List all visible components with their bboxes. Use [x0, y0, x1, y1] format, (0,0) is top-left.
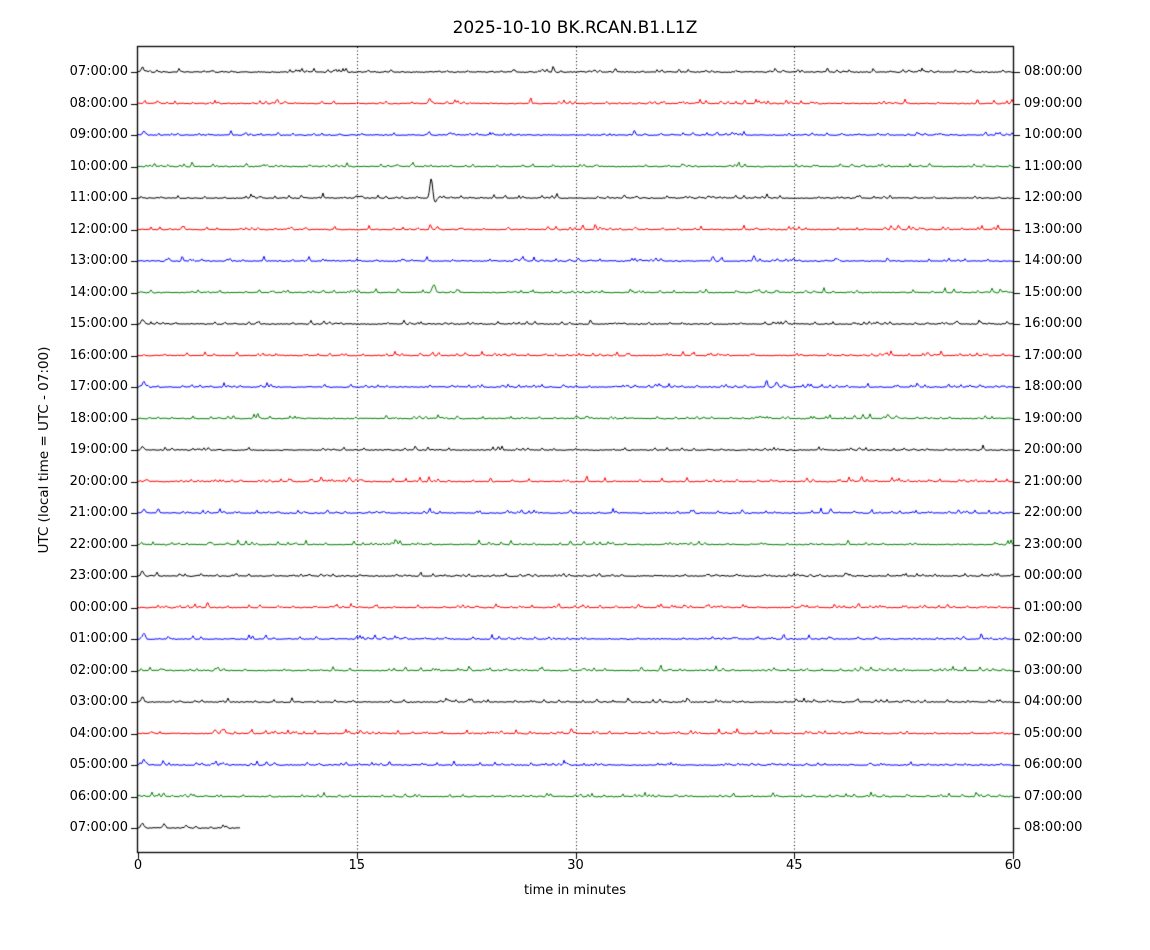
y-tick-label-utc-left: 16:00:00	[69, 347, 128, 363]
y-tick-label-right: 19:00:00	[1024, 410, 1083, 426]
y-tick-label-utc-left: 01:00:00	[69, 631, 128, 646]
y-tick-label-utc-left: 07:00:00	[69, 820, 128, 835]
y-tick-label-right: 14:00:00	[1024, 253, 1083, 268]
y-tick-label-utc-left: 23:00:00	[69, 568, 128, 583]
y-tick-label-right: 07:00:00	[1024, 788, 1083, 804]
y-tick-label-utc-left: 13:00:00	[69, 253, 128, 268]
y-tick-label-right: 00:00:00	[1024, 568, 1083, 583]
y-tick-label-utc-left: 11:00:00	[69, 190, 128, 205]
y-tick-label-utc-left: 20:00:00	[69, 473, 128, 489]
y-tick-label-right: 15:00:00	[1024, 284, 1083, 300]
y-tick-label-right: 13:00:00	[1024, 221, 1083, 237]
y-tick-label-right: 04:00:00	[1024, 694, 1083, 709]
y-tick-label-right: 11:00:00	[1024, 158, 1083, 174]
y-tick-label-utc-left: 12:00:00	[69, 221, 128, 237]
y-tick-label-utc-left: 17:00:00	[69, 379, 128, 394]
y-tick-label-right: 09:00:00	[1024, 95, 1083, 111]
y-tick-label-right: 12:00:00	[1024, 190, 1083, 205]
y-tick-label-utc-left: 06:00:00	[69, 788, 128, 804]
y-tick-label-right: 01:00:00	[1024, 599, 1083, 615]
y-tick-label-utc-left: 10:00:00	[69, 158, 128, 174]
y-tick-label-right: 08:00:00	[1024, 820, 1083, 835]
x-tick-label: 60	[1004, 858, 1022, 873]
y-tick-label-right: 21:00:00	[1024, 473, 1083, 489]
y-tick-label-utc-left: 22:00:00	[69, 536, 128, 552]
y-tick-label-utc-left: 00:00:00	[69, 599, 128, 615]
y-tick-label-right: 16:00:00	[1024, 316, 1083, 331]
x-tick-label: 0	[133, 858, 143, 873]
y-tick-label-right: 17:00:00	[1024, 347, 1083, 363]
x-tick-label: 15	[348, 858, 366, 873]
y-tick-label-utc-left: 07:00:00	[69, 64, 128, 79]
x-tick-label: 30	[567, 858, 584, 873]
y-tick-label-utc-left: 21:00:00	[69, 505, 128, 520]
y-tick-label-right: 10:00:00	[1024, 127, 1083, 142]
y-tick-label-right: 05:00:00	[1024, 725, 1083, 741]
y-tick-label-utc-left: 18:00:00	[69, 410, 128, 426]
x-tick-label: 45	[785, 858, 803, 873]
y-tick-label-utc-left: 14:00:00	[69, 284, 128, 300]
y-tick-label-utc-left: 15:00:00	[69, 316, 128, 331]
y-tick-label-right: 08:00:00	[1024, 64, 1083, 79]
y-tick-label-utc-left: 19:00:00	[69, 442, 128, 457]
y-tick-label-utc-left: 04:00:00	[69, 725, 128, 741]
y-axis-label: UTC (local time = UTC - 07:00)	[36, 346, 52, 554]
y-tick-label-utc-left: 02:00:00	[69, 662, 128, 678]
y-tick-label-right: 06:00:00	[1024, 757, 1083, 772]
y-tick-label-right: 18:00:00	[1024, 379, 1083, 394]
y-tick-label-right: 22:00:00	[1024, 505, 1083, 520]
chart-title: 2025-10-10 BK.RCAN.B1.L1Z	[452, 18, 698, 38]
x-axis-label: time in minutes	[523, 883, 627, 898]
y-tick-label-right: 20:00:00	[1024, 442, 1083, 457]
y-tick-label-utc-left: 05:00:00	[69, 757, 128, 772]
y-tick-label-utc-left: 09:00:00	[69, 127, 128, 142]
y-tick-label-right: 02:00:00	[1024, 631, 1083, 646]
y-tick-label-right: 23:00:00	[1024, 536, 1083, 552]
y-tick-label-utc-left: 03:00:00	[69, 694, 128, 709]
y-tick-label-utc-left: 08:00:00	[69, 95, 128, 111]
y-tick-label-right: 03:00:00	[1024, 662, 1083, 678]
